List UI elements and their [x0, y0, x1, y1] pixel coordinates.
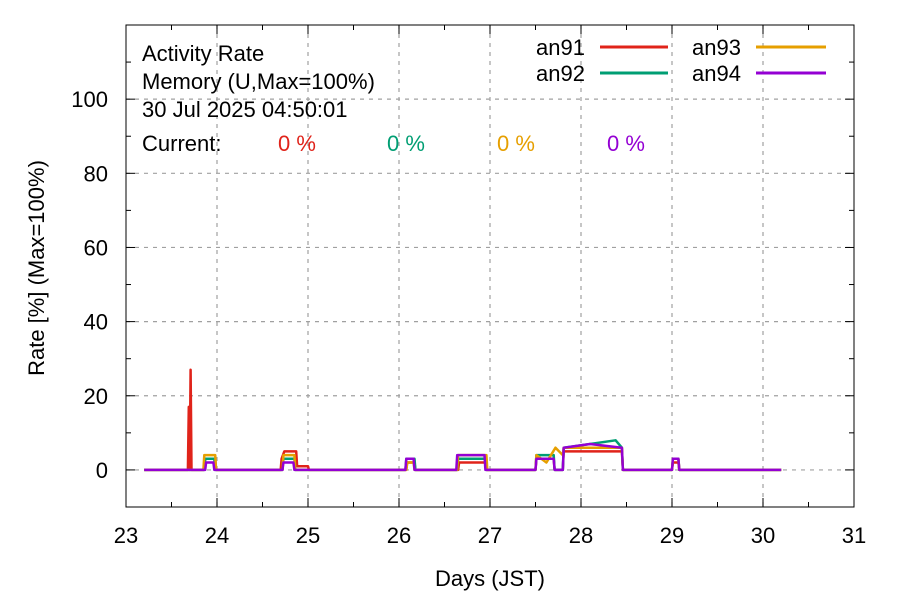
- legend: an91 an92 an93 an94: [536, 35, 826, 86]
- x-tick-label-23: 23: [114, 523, 138, 548]
- x-tick-label-28: 28: [569, 523, 593, 548]
- y-tick-label-80: 80: [84, 161, 108, 186]
- y-tick-label-100: 100: [71, 87, 108, 112]
- legend-label-an92: an92: [536, 61, 585, 86]
- chart-timestamp: 30 Jul 2025 04:50:01: [142, 97, 348, 122]
- axis-ticks: 23 24 25 26 27 28 29 30 31 0 20 40 60 80 100: [71, 25, 866, 548]
- current-label: Current:: [142, 131, 221, 156]
- current-value-an92: 0 %: [387, 131, 425, 156]
- x-axis-label: Days (JST): [435, 566, 545, 591]
- y-tick-label-40: 40: [84, 310, 108, 335]
- x-tick-label-24: 24: [205, 523, 229, 548]
- chart-title: Activity Rate: [142, 41, 264, 66]
- legend-label-an93: an93: [692, 35, 741, 60]
- legend-label-an94: an94: [692, 61, 741, 86]
- x-tick-label-25: 25: [296, 523, 320, 548]
- x-tick-label-27: 27: [478, 523, 502, 548]
- series-line-an94: [144, 442, 782, 472]
- y-tick-label-0: 0: [96, 458, 108, 483]
- x-tick-label-31: 31: [842, 523, 866, 548]
- legend-label-an91: an91: [536, 35, 585, 60]
- series-lines: [144, 368, 782, 472]
- x-tick-label-29: 29: [660, 523, 684, 548]
- x-tick-label-30: 30: [751, 523, 775, 548]
- y-tick-label-60: 60: [84, 235, 108, 260]
- y-tick-label-20: 20: [84, 384, 108, 409]
- y-axis-label: Rate [%] (Max=100%): [24, 160, 49, 376]
- chart-subtitle: Memory (U,Max=100%): [142, 69, 375, 94]
- x-tick-label-26: 26: [387, 523, 411, 548]
- current-value-an91: 0 %: [278, 131, 316, 156]
- current-value-an93: 0 %: [497, 131, 535, 156]
- current-value-an94: 0 %: [607, 131, 645, 156]
